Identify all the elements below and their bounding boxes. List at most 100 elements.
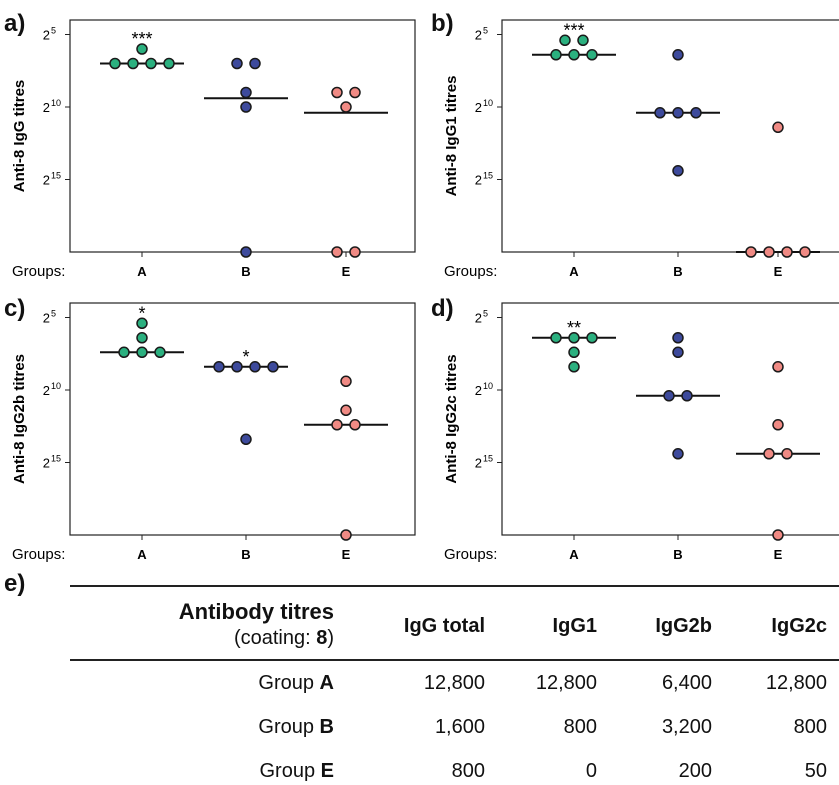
data-point: [781, 246, 793, 258]
data-point: [136, 346, 148, 359]
table-cell: 800: [793, 716, 827, 738]
data-point: [109, 57, 121, 70]
data-point: [231, 57, 243, 70]
y-axis-label: Anti-8 IgG2b titres: [11, 354, 28, 484]
data-point: [127, 57, 139, 70]
data-point: [568, 332, 580, 344]
plot-frame: [501, 19, 839, 253]
data-point: [550, 332, 562, 344]
x-tick-label: B: [673, 264, 682, 279]
data-point: [763, 246, 775, 258]
data-point: [240, 86, 252, 99]
data-point: [681, 390, 693, 402]
data-point: [240, 433, 252, 446]
significance-stars: ***: [563, 20, 584, 40]
data-point: [672, 332, 684, 344]
table-cell: 12,800: [535, 672, 597, 694]
col-header-igg2c: IgG2c: [771, 615, 827, 637]
y-axis-label: Anti-8 IgG1 titres: [443, 76, 460, 197]
data-point: [568, 346, 580, 359]
data-point: [672, 346, 684, 359]
data-point: [586, 332, 598, 344]
x-axis-label: Groups:: [444, 546, 497, 563]
x-tick-label: E: [774, 547, 783, 562]
table-cell: 12,800: [423, 672, 485, 694]
y-tick-label: 2: [43, 100, 50, 115]
y-tick-exponent: 5: [51, 26, 56, 36]
data-point: [586, 49, 598, 61]
significance-stars: *: [242, 347, 249, 367]
table-cell: 50: [804, 760, 827, 782]
x-tick-label: E: [342, 264, 351, 279]
x-axis-label: Groups:: [12, 546, 65, 563]
data-point: [331, 86, 343, 99]
data-point: [772, 361, 784, 373]
y-tick-exponent: 15: [483, 454, 493, 464]
data-point: [745, 246, 757, 258]
y-tick-exponent: 10: [483, 98, 493, 108]
significance-stars: ***: [131, 29, 152, 49]
row-prefix: Group: [259, 760, 321, 782]
x-tick-label: A: [137, 547, 147, 562]
data-point: [240, 246, 252, 258]
data-point: [772, 121, 784, 134]
data-point: [163, 57, 175, 70]
row-group: A: [319, 672, 334, 694]
y-tick-exponent: 5: [51, 309, 56, 319]
y-tick-exponent: 10: [51, 98, 61, 108]
x-tick-label: B: [241, 547, 250, 562]
data-point: [154, 346, 166, 359]
y-tick-exponent: 10: [483, 381, 493, 391]
data-point: [672, 107, 684, 119]
table-cell: 200: [678, 760, 712, 782]
y-tick-exponent: 5: [483, 309, 488, 319]
data-point: [240, 101, 252, 113]
row-group: E: [320, 760, 334, 782]
table-cell: 3,200: [661, 716, 712, 738]
data-point: [331, 419, 343, 431]
plot-frame: [69, 19, 416, 253]
y-tick-exponent: 15: [51, 454, 61, 464]
x-axis-label: Groups:: [12, 263, 65, 280]
data-point: [772, 529, 784, 541]
data-point: [231, 361, 243, 373]
data-point: [550, 49, 562, 61]
x-tick-label: A: [137, 264, 147, 279]
table-cell: 0: [585, 760, 597, 782]
table-title-main: Antibody titres: [178, 599, 334, 624]
data-point: [349, 246, 361, 258]
significance-stars: **: [567, 318, 581, 338]
col-header-igg1: IgG1: [552, 615, 597, 637]
data-point: [672, 448, 684, 460]
x-tick-label: B: [673, 547, 682, 562]
table-cell: 1,600: [434, 716, 485, 738]
plot-frame: [69, 302, 416, 536]
table-cell: 6,400: [661, 672, 712, 694]
data-point: [690, 107, 702, 119]
panel-d-letter: d): [431, 295, 454, 322]
data-point: [654, 107, 666, 119]
col-header-igg-total: IgG total: [403, 615, 485, 637]
y-tick-label: 2: [43, 173, 50, 188]
data-point: [249, 361, 261, 373]
row-label-e: Group E: [260, 760, 335, 783]
y-tick-exponent: 15: [51, 171, 61, 181]
data-point: [249, 57, 261, 70]
subtitle-bold: 8: [316, 627, 328, 649]
row-label-a: Group A: [258, 672, 334, 695]
y-tick-exponent: 10: [51, 381, 61, 391]
y-tick-exponent: 5: [483, 26, 488, 36]
data-point: [340, 375, 352, 388]
row-label-b: Group B: [258, 716, 334, 739]
y-tick-label: 2: [475, 383, 482, 398]
row-group: B: [319, 716, 334, 738]
data-point: [267, 361, 279, 373]
data-point: [349, 86, 361, 99]
row-prefix: Group: [258, 672, 320, 694]
x-tick-label: E: [774, 264, 783, 279]
data-point: [663, 390, 675, 402]
